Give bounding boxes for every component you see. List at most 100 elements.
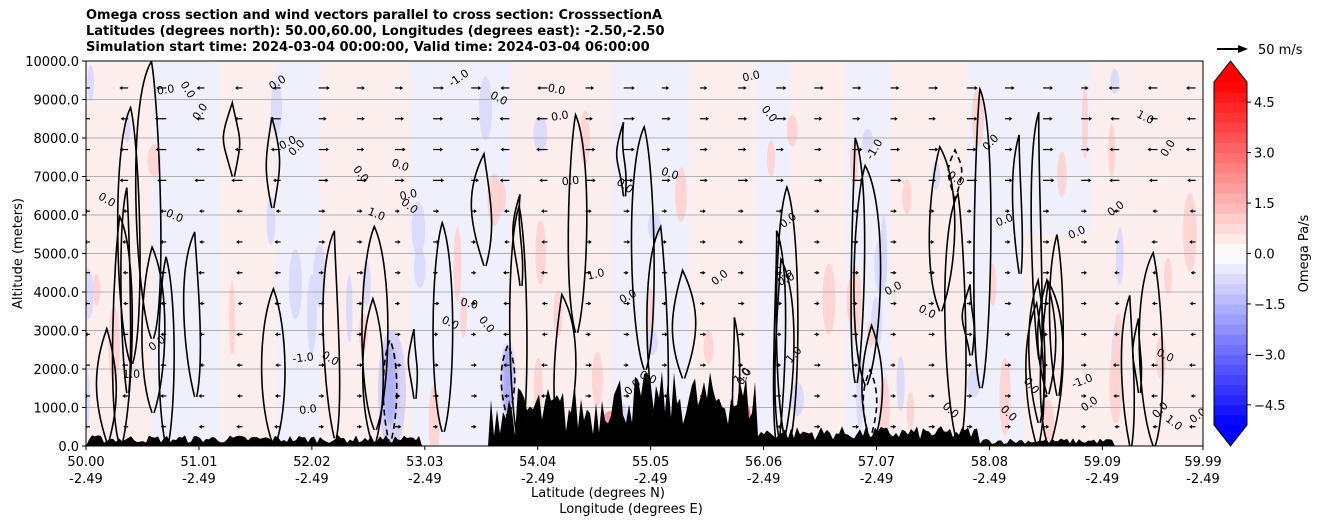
- wind-vector-head: [931, 393, 935, 398]
- wind-vector-head: [1085, 85, 1089, 90]
- omega-contour: [1048, 234, 1064, 396]
- colorbar-level: [1214, 233, 1247, 244]
- terrain: [86, 371, 1203, 446]
- wind-vector-head: [359, 332, 363, 337]
- omega-contour: [95, 326, 118, 443]
- wind-vector-head: [704, 147, 708, 152]
- wind-vector-head: [270, 116, 274, 121]
- wind-vector-head: [160, 270, 164, 275]
- wind-vector-head: [591, 85, 595, 90]
- x-tick-label-lat: 57.07: [858, 455, 895, 470]
- contour-label: 0.0: [164, 207, 185, 226]
- omega-contour: [961, 284, 975, 356]
- colorbar-level: [1214, 314, 1247, 325]
- wind-vector-head: [1044, 363, 1048, 368]
- wind-vector-head: [397, 239, 401, 244]
- contour-label: 1.0: [123, 368, 141, 381]
- omega-streak: [460, 295, 468, 338]
- y-tick-label: 10000.0: [25, 55, 79, 70]
- colorbar-tick-label: −3.0: [1254, 348, 1286, 363]
- wind-vector-head: [626, 332, 630, 337]
- wind-vector-head: [778, 393, 782, 398]
- wind-vector-head: [892, 393, 896, 398]
- y-tick-label: 1000.0: [34, 402, 80, 417]
- omega-streak: [228, 281, 236, 356]
- wind-vector-head: [1114, 332, 1118, 337]
- omega-contour: [1027, 279, 1046, 424]
- wind-vector-head: [503, 301, 507, 306]
- wind-vector-head: [1109, 147, 1113, 152]
- wind-vector-head: [540, 270, 544, 275]
- wind-vector-head: [397, 332, 401, 337]
- wind-vector-head: [667, 116, 671, 121]
- wind-vector-head: [854, 393, 858, 398]
- omega-streak: [413, 247, 426, 289]
- wind-vector-head: [626, 209, 630, 214]
- omega-streak: [266, 197, 276, 245]
- wind-vector-head: [898, 178, 902, 183]
- colorbar-level: [1214, 132, 1247, 144]
- wind-vector-head: [855, 270, 859, 275]
- omega-contour: [512, 194, 524, 287]
- omega-streak: [307, 274, 317, 354]
- wind-vector-head: [397, 301, 401, 306]
- omega-contour: [1036, 277, 1057, 395]
- wind-vector-head: [704, 178, 708, 183]
- omega-streak: [453, 227, 462, 302]
- colorbar-level: [1214, 162, 1247, 174]
- colorbar-level: [1214, 102, 1247, 113]
- wind-vector-head: [968, 239, 972, 244]
- x-tick-label-lon: -2.49: [182, 472, 216, 487]
- colorbar-extend-min: [1214, 425, 1247, 446]
- wind-vector-head: [320, 270, 324, 275]
- wind-vector-head: [1189, 209, 1193, 214]
- x-tick-label-lat: 56.06: [745, 455, 782, 470]
- wind-vector-head: [1086, 147, 1090, 152]
- omega-contour: [361, 224, 389, 431]
- wind-vector-head: [122, 209, 126, 214]
- contour-label: 0.0: [547, 81, 567, 97]
- wind-vector-head: [968, 209, 972, 214]
- wind-vector-head: [974, 178, 978, 183]
- omega-contour: [470, 151, 493, 267]
- wind-vector-head: [589, 116, 593, 121]
- wind-vector-head: [740, 270, 744, 275]
- omega-streak: [967, 369, 980, 398]
- colorbar-level: [1214, 142, 1247, 154]
- y-tick-label: 2000.0: [34, 363, 80, 378]
- wind-vector-head: [893, 209, 897, 214]
- wind-vector-head: [667, 147, 671, 152]
- wind-vector-head: [858, 85, 862, 90]
- wind-vector-head: [1046, 270, 1050, 275]
- colorbar-tick-label: 0.0: [1254, 248, 1275, 263]
- wind-vector-head: [122, 270, 126, 275]
- omega-streak: [767, 140, 776, 177]
- wind-vector-head: [1046, 209, 1050, 214]
- omega-streak: [533, 115, 548, 153]
- wind-vector-head: [931, 270, 935, 275]
- omega-streak: [479, 76, 493, 141]
- wind-vector-head: [859, 147, 863, 152]
- wind-vector-head: [196, 85, 200, 90]
- wind-vector-head: [931, 239, 935, 244]
- omega-contour: [774, 256, 795, 446]
- x-tick-label-lon: -2.49: [1086, 472, 1120, 487]
- omega-contour: [1120, 295, 1136, 446]
- wind-vector-head: [199, 209, 203, 214]
- wind-vector-head: [973, 147, 977, 152]
- omega-streak: [1081, 84, 1088, 160]
- wind-vector-head: [893, 270, 897, 275]
- wind-vector-head: [935, 147, 939, 152]
- wind-vector-head: [234, 147, 238, 152]
- omega-contour: [1039, 279, 1064, 446]
- wind-vector-head: [932, 424, 936, 429]
- wind-vector-head: [270, 147, 274, 152]
- omega-streak: [86, 268, 94, 320]
- y-axis-label: Altitude (meters): [11, 198, 26, 309]
- omega-contour: [630, 124, 655, 371]
- wind-vector-head: [435, 363, 439, 368]
- wind-vector-head: [159, 239, 163, 244]
- wind-vector-head: [816, 332, 820, 337]
- wind-vector-head: [358, 424, 362, 429]
